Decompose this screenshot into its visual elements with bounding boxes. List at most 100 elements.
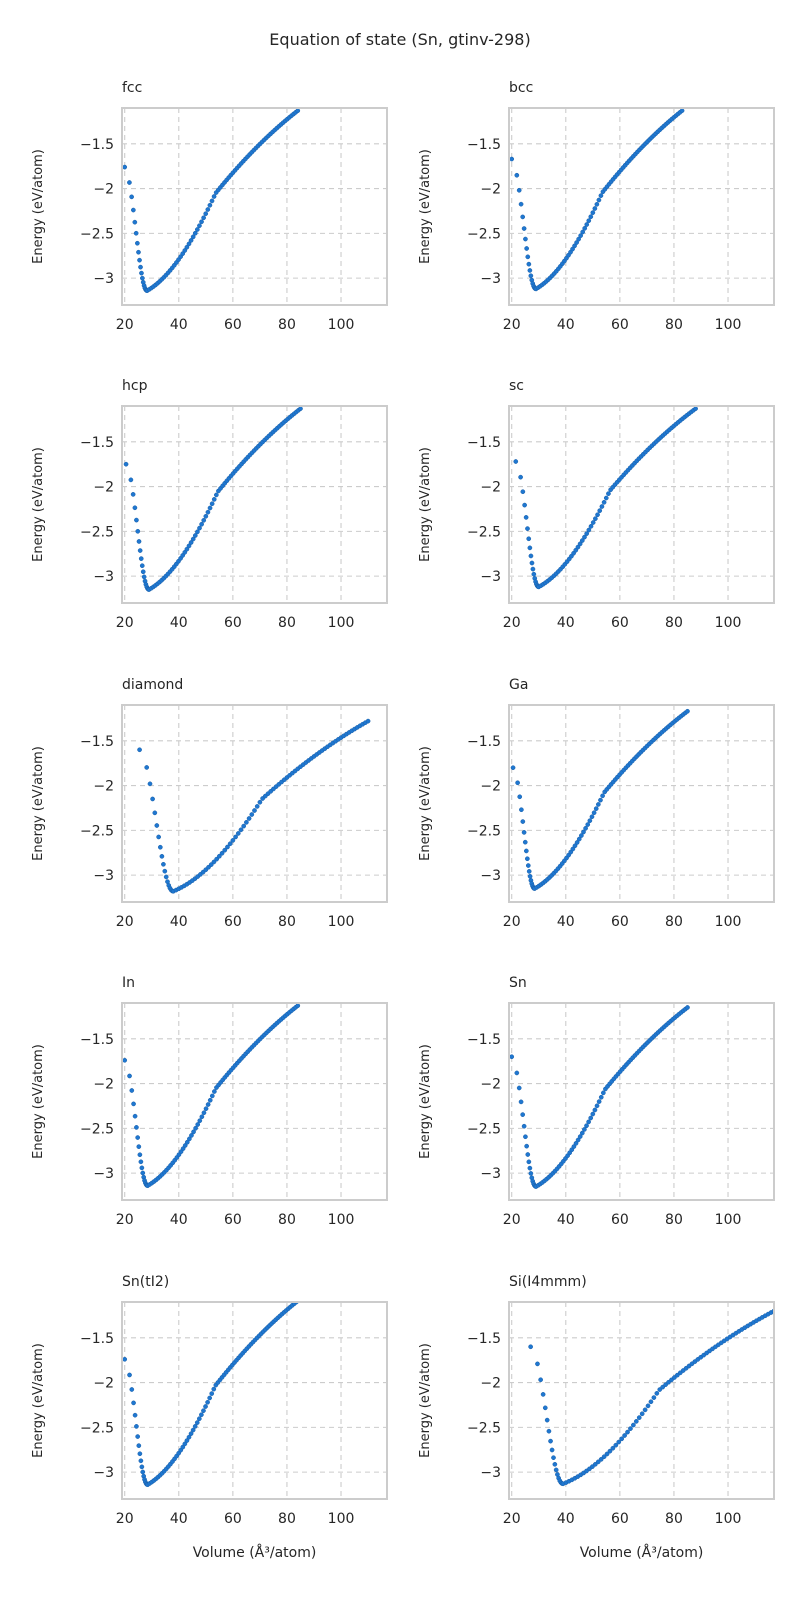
y-tick-label: −2 — [93, 1376, 114, 1392]
data-point — [521, 1123, 527, 1129]
data-point — [604, 1451, 610, 1457]
subplot-title: In — [122, 975, 135, 991]
y-tick-label: −1.5 — [467, 435, 501, 451]
axes-frame — [121, 1301, 388, 1500]
data-point — [610, 1445, 616, 1451]
data-point — [136, 1443, 142, 1449]
data-point — [190, 536, 196, 542]
data-points — [122, 1003, 301, 1189]
data-point — [622, 1433, 627, 1438]
y-tick-label: −1.5 — [467, 1331, 501, 1347]
x-tick-label: 100 — [715, 914, 742, 930]
subplot-title: fcc — [122, 80, 142, 96]
y-axis-label: Energy (eV/atom) — [418, 1343, 433, 1458]
data-point — [199, 219, 204, 225]
data-point — [595, 512, 600, 518]
subplot-title: Sn(tI2) — [122, 1274, 169, 1290]
x-tick-label: 60 — [224, 1511, 242, 1527]
data-point — [598, 797, 603, 803]
data-point — [122, 164, 128, 170]
x-tick-label: 80 — [278, 914, 296, 930]
data-point — [184, 546, 190, 552]
data-point — [199, 521, 204, 527]
data-point — [525, 526, 530, 531]
data-point — [133, 230, 139, 236]
x-tick-label: 20 — [503, 914, 521, 930]
data-point — [582, 225, 588, 231]
data-point — [526, 536, 532, 542]
data-point — [188, 540, 194, 545]
axes-frame — [121, 107, 388, 306]
data-point — [213, 492, 219, 498]
data-point — [607, 1448, 613, 1454]
data-point — [548, 1438, 553, 1444]
data-point — [211, 194, 217, 199]
data-point — [192, 230, 198, 236]
data-point — [544, 1417, 550, 1423]
x-tick-label: 40 — [557, 914, 575, 930]
data-point — [195, 529, 200, 535]
data-point — [201, 215, 206, 221]
data-point — [571, 1144, 577, 1149]
data-point — [209, 501, 215, 507]
y-tick-label: −2 — [480, 480, 501, 496]
data-point — [685, 1005, 690, 1010]
y-tick-label: −2.5 — [467, 524, 501, 540]
data-point — [574, 240, 579, 245]
data-point — [135, 528, 141, 534]
data-point — [549, 1447, 555, 1453]
data-point — [137, 747, 142, 753]
data-point — [139, 1464, 145, 1470]
data-point — [601, 499, 607, 505]
y-tick-label: −3 — [480, 1166, 501, 1182]
x-tick-label: 20 — [116, 615, 134, 631]
data-point — [578, 233, 584, 238]
data-point — [201, 1408, 206, 1414]
y-tick-label: −1.5 — [80, 1032, 114, 1048]
x-tick-label: 100 — [328, 615, 355, 631]
x-tick-label: 100 — [328, 1212, 355, 1228]
data-point — [579, 1130, 585, 1136]
y-tick-label: −2.5 — [467, 1121, 501, 1137]
data-point — [201, 1110, 207, 1116]
y-tick-label: −2.5 — [80, 524, 114, 540]
data-point — [585, 822, 591, 827]
data-point — [577, 1134, 583, 1139]
subplot-sc: 20 40 60 80 100 −3 −2.5 −2 −1.5 sc Energy (eV/atom… — [418, 378, 775, 631]
data-point — [527, 1165, 533, 1171]
y-tick-label: −3 — [480, 868, 501, 884]
data-point — [546, 1428, 552, 1434]
x-tick-label: 20 — [116, 914, 134, 930]
data-point — [592, 1107, 598, 1113]
data-point — [590, 520, 596, 525]
data-point — [514, 172, 520, 178]
data-point — [575, 1137, 581, 1143]
data-point — [209, 1093, 215, 1099]
y-axis-label: Energy (eV/atom) — [31, 1343, 46, 1458]
axes-frame — [121, 704, 388, 903]
x-tick-label: 60 — [611, 914, 629, 930]
subplot-hcp: 20 40 60 80 100 −3 −2.5 −2 −1.5 hcp Energy (eV/ato… — [31, 378, 388, 631]
subplot-title: diamond — [122, 677, 183, 693]
x-tick-label: 20 — [503, 615, 521, 631]
data-point — [136, 539, 142, 544]
subplot-title: Sn — [509, 975, 527, 991]
y-axis-label: Energy (eV/atom) — [31, 447, 46, 562]
data-point — [616, 1439, 622, 1445]
y-tick-label: −2.5 — [80, 226, 114, 242]
data-point — [132, 505, 138, 511]
data-point — [514, 1070, 520, 1076]
data-point — [187, 1136, 192, 1142]
data-point — [197, 1118, 203, 1124]
x-tick-label: 100 — [328, 914, 355, 930]
y-tick-label: −2.5 — [467, 1420, 501, 1436]
data-point — [207, 1097, 213, 1103]
data-point — [199, 1114, 205, 1120]
data-point — [207, 505, 213, 511]
data-point — [527, 268, 533, 273]
y-tick-label: −1.5 — [80, 435, 114, 451]
data-point — [521, 830, 527, 835]
data-points — [123, 406, 303, 592]
data-point — [216, 853, 222, 859]
y-tick-label: −1.5 — [467, 734, 501, 750]
